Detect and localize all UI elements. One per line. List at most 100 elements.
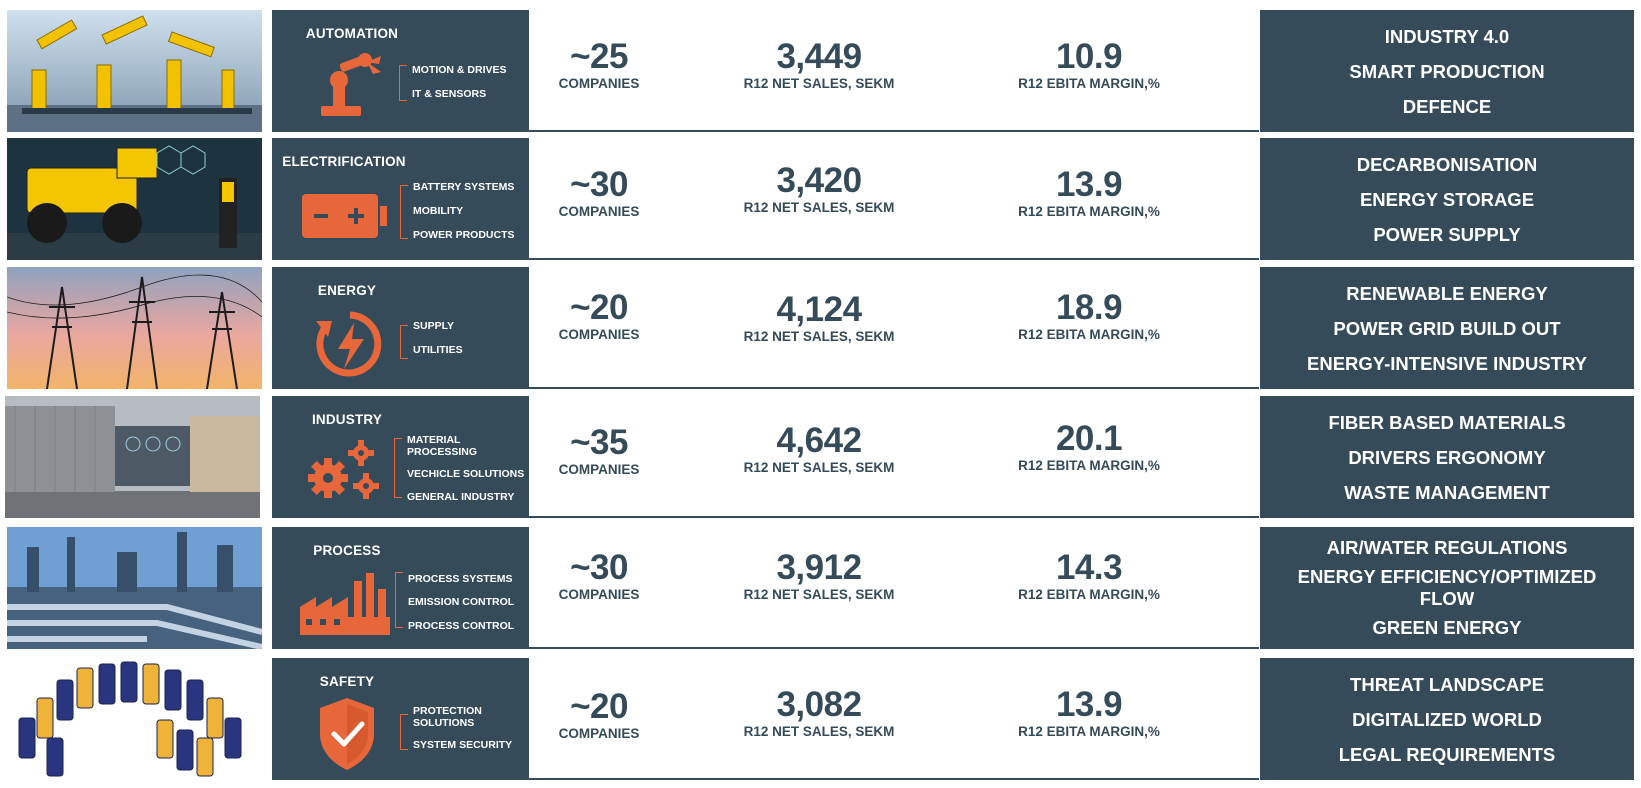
segment-row-electrification: ELECTRIFICATION BATTERY SYSTEMS MOBILITY… [0, 138, 1641, 260]
subsegment-bracket [395, 572, 403, 628]
subsegment-item: EMISSION CONTROL [408, 596, 515, 608]
subsegment-item: PROTECTION SOLUTIONS [413, 705, 482, 729]
segment-panel-electrification: ELECTRIFICATION BATTERY SYSTEMS MOBILITY… [272, 138, 529, 260]
photo-electric-loader [7, 138, 262, 260]
trends-panel: FIBER BASED MATERIALS DRIVERS ERGONOMY W… [1260, 396, 1634, 518]
trend-item: INDUSTRY 4.0 [1384, 25, 1510, 47]
segment-row-automation: AUTOMATION MOTION & DRIVES IT & SENSORS … [0, 10, 1641, 132]
companies-value: ~30 [570, 165, 628, 204]
margin-stat: 18.9 R12 EBITA MARGIN,% [979, 289, 1199, 343]
sales-stat: 4,642 R12 NET SALES, SEKM [719, 422, 919, 476]
sales-value: 3,449 [776, 37, 862, 76]
subsegment-item: SUPPLY [413, 320, 455, 332]
trend-item: GREEN ENERGY [1372, 617, 1522, 638]
companies-stat: ~20 COMPANIES [529, 688, 669, 742]
trend-item: DECARBONISATION [1356, 153, 1538, 175]
segment-row-industry: INDUSTRY MATERIAL PROCESSING VECHICLE SO… [0, 396, 1641, 518]
subsegment-item: PROCESS CONTROL [408, 620, 515, 632]
margin-stat: 13.9 R12 EBITA MARGIN,% [979, 686, 1199, 740]
trend-item: LEGAL REQUIREMENTS [1338, 743, 1556, 765]
subsegment-item: MATERIAL PROCESSING [407, 434, 478, 458]
margin-stat: 14.3 R12 EBITA MARGIN,% [979, 549, 1199, 603]
sales-value: 3,420 [776, 161, 862, 200]
companies-label: COMPANIES [558, 587, 640, 602]
segment-panel-energy: ENERGY SUPPLY UTILITIES [272, 267, 529, 389]
segment-title: AUTOMATION [305, 26, 399, 41]
stats-panel: ~30 COMPANIES 3,912 R12 NET SALES, SEKM … [529, 527, 1259, 649]
margin-value: 14.3 [1055, 548, 1123, 587]
subsegment-item: GENERAL INDUSTRY [407, 491, 515, 503]
subsegment-bracket [400, 185, 408, 239]
photo-battery-units [7, 658, 262, 780]
trends-panel: AIR/WATER REGULATIONS ENERGY EFFICIENCY/… [1260, 527, 1634, 649]
companies-stat: ~35 COMPANIES [529, 424, 669, 478]
companies-stat: ~20 COMPANIES [529, 289, 669, 343]
margin-label: R12 EBITA MARGIN,% [1018, 204, 1160, 219]
segment-title: SAFETY [319, 674, 375, 689]
margin-label: R12 EBITA MARGIN,% [1018, 76, 1160, 91]
subsegment-item: MOBILITY [413, 205, 464, 217]
segment-panel-process: PROCESS PROCESS SYSTEMS EMISSION CONTROL… [272, 527, 529, 649]
segment-title: INDUSTRY [311, 412, 383, 427]
segment-panel-automation: AUTOMATION MOTION & DRIVES IT & SENSORS [272, 10, 529, 132]
factory-icon [298, 567, 390, 637]
sales-label: R12 NET SALES, SEKM [743, 724, 895, 739]
companies-value: ~20 [570, 687, 628, 726]
trend-item: THREAT LANDSCAPE [1350, 673, 1544, 695]
photo-process-plant [7, 527, 262, 649]
trend-item: ENERGY STORAGE [1359, 188, 1535, 210]
companies-value: ~25 [570, 37, 628, 76]
subsegment-item: MOTION & DRIVES [412, 64, 507, 76]
subsegment-list: BATTERY SYSTEMS MOBILITY POWER PRODUCTS [413, 181, 515, 253]
subsegment-item: UTILITIES [413, 344, 463, 356]
segment-row-energy: ENERGY SUPPLY UTILITIES ~20 COMPANIES 4,… [0, 267, 1641, 389]
sales-label: R12 NET SALES, SEKM [743, 76, 895, 91]
segment-row-safety: SAFETY PROTECTION SOLUTIONS SYSTEM SECUR… [0, 658, 1641, 780]
subsegment-list: MOTION & DRIVES IT & SENSORS [412, 64, 507, 112]
trend-item: RENEWABLE ENERGY [1346, 282, 1548, 304]
trends-panel: INDUSTRY 4.0 SMART PRODUCTION DEFENCE [1260, 10, 1634, 132]
companies-label: COMPANIES [558, 76, 640, 91]
subsegment-item: SYSTEM SECURITY [413, 739, 513, 751]
margin-stat: 20.1 R12 EBITA MARGIN,% [979, 420, 1199, 474]
sales-stat: 3,082 R12 NET SALES, SEKM [719, 686, 919, 740]
stats-panel: ~35 COMPANIES 4,642 R12 NET SALES, SEKM … [529, 396, 1259, 518]
margin-label: R12 EBITA MARGIN,% [1018, 458, 1160, 473]
robot-arm-icon [307, 50, 387, 120]
sales-value: 3,912 [776, 548, 862, 587]
subsegment-list: SUPPLY UTILITIES [413, 320, 463, 368]
trends-panel: RENEWABLE ENERGY POWER GRID BUILD OUT EN… [1260, 267, 1634, 389]
companies-label: COMPANIES [558, 462, 640, 477]
sales-stat: 3,420 R12 NET SALES, SEKM [719, 162, 919, 216]
margin-value: 20.1 [1055, 419, 1123, 458]
stats-panel: ~30 COMPANIES 3,420 R12 NET SALES, SEKM … [529, 138, 1259, 260]
subsegment-item: IT & SENSORS [412, 88, 487, 100]
trends-panel: THREAT LANDSCAPE DIGITALIZED WORLD LEGAL… [1260, 658, 1634, 780]
companies-label: COMPANIES [558, 204, 640, 219]
photo-industrial-building [5, 396, 260, 518]
sales-value: 4,642 [776, 421, 862, 460]
sales-label: R12 NET SALES, SEKM [743, 587, 895, 602]
margin-value: 13.9 [1055, 685, 1123, 724]
sales-stat: 4,124 R12 NET SALES, SEKM [719, 291, 919, 345]
photo-robot-arms [7, 10, 262, 132]
margin-label: R12 EBITA MARGIN,% [1018, 327, 1160, 342]
subsegment-item: VECHICLE SOLUTIONS [407, 468, 525, 480]
margin-label: R12 EBITA MARGIN,% [1018, 724, 1160, 739]
trend-item: DIGITALIZED WORLD [1352, 708, 1542, 730]
subsegment-list: PROCESS SYSTEMS EMISSION CONTROL PROCESS… [408, 573, 514, 644]
battery-icon [300, 182, 390, 252]
sales-label: R12 NET SALES, SEKM [743, 329, 895, 344]
sales-value: 3,082 [776, 685, 862, 724]
trend-item: FIBER BASED MATERIALS [1328, 411, 1566, 433]
companies-value: ~35 [570, 423, 628, 462]
trend-item: ENERGY EFFICIENCY/OPTIMIZED FLOW [1297, 566, 1597, 609]
subsegment-item: POWER PRODUCTS [413, 229, 515, 241]
stats-panel: ~20 COMPANIES 3,082 R12 NET SALES, SEKM … [529, 658, 1259, 780]
margin-label: R12 EBITA MARGIN,% [1018, 587, 1160, 602]
companies-value: ~20 [570, 288, 628, 327]
sales-stat: 3,912 R12 NET SALES, SEKM [719, 549, 919, 603]
sales-stat: 3,449 R12 NET SALES, SEKM [719, 38, 919, 92]
stats-panel: ~20 COMPANIES 4,124 R12 NET SALES, SEKM … [529, 267, 1259, 389]
companies-stat: ~30 COMPANIES [529, 166, 669, 220]
